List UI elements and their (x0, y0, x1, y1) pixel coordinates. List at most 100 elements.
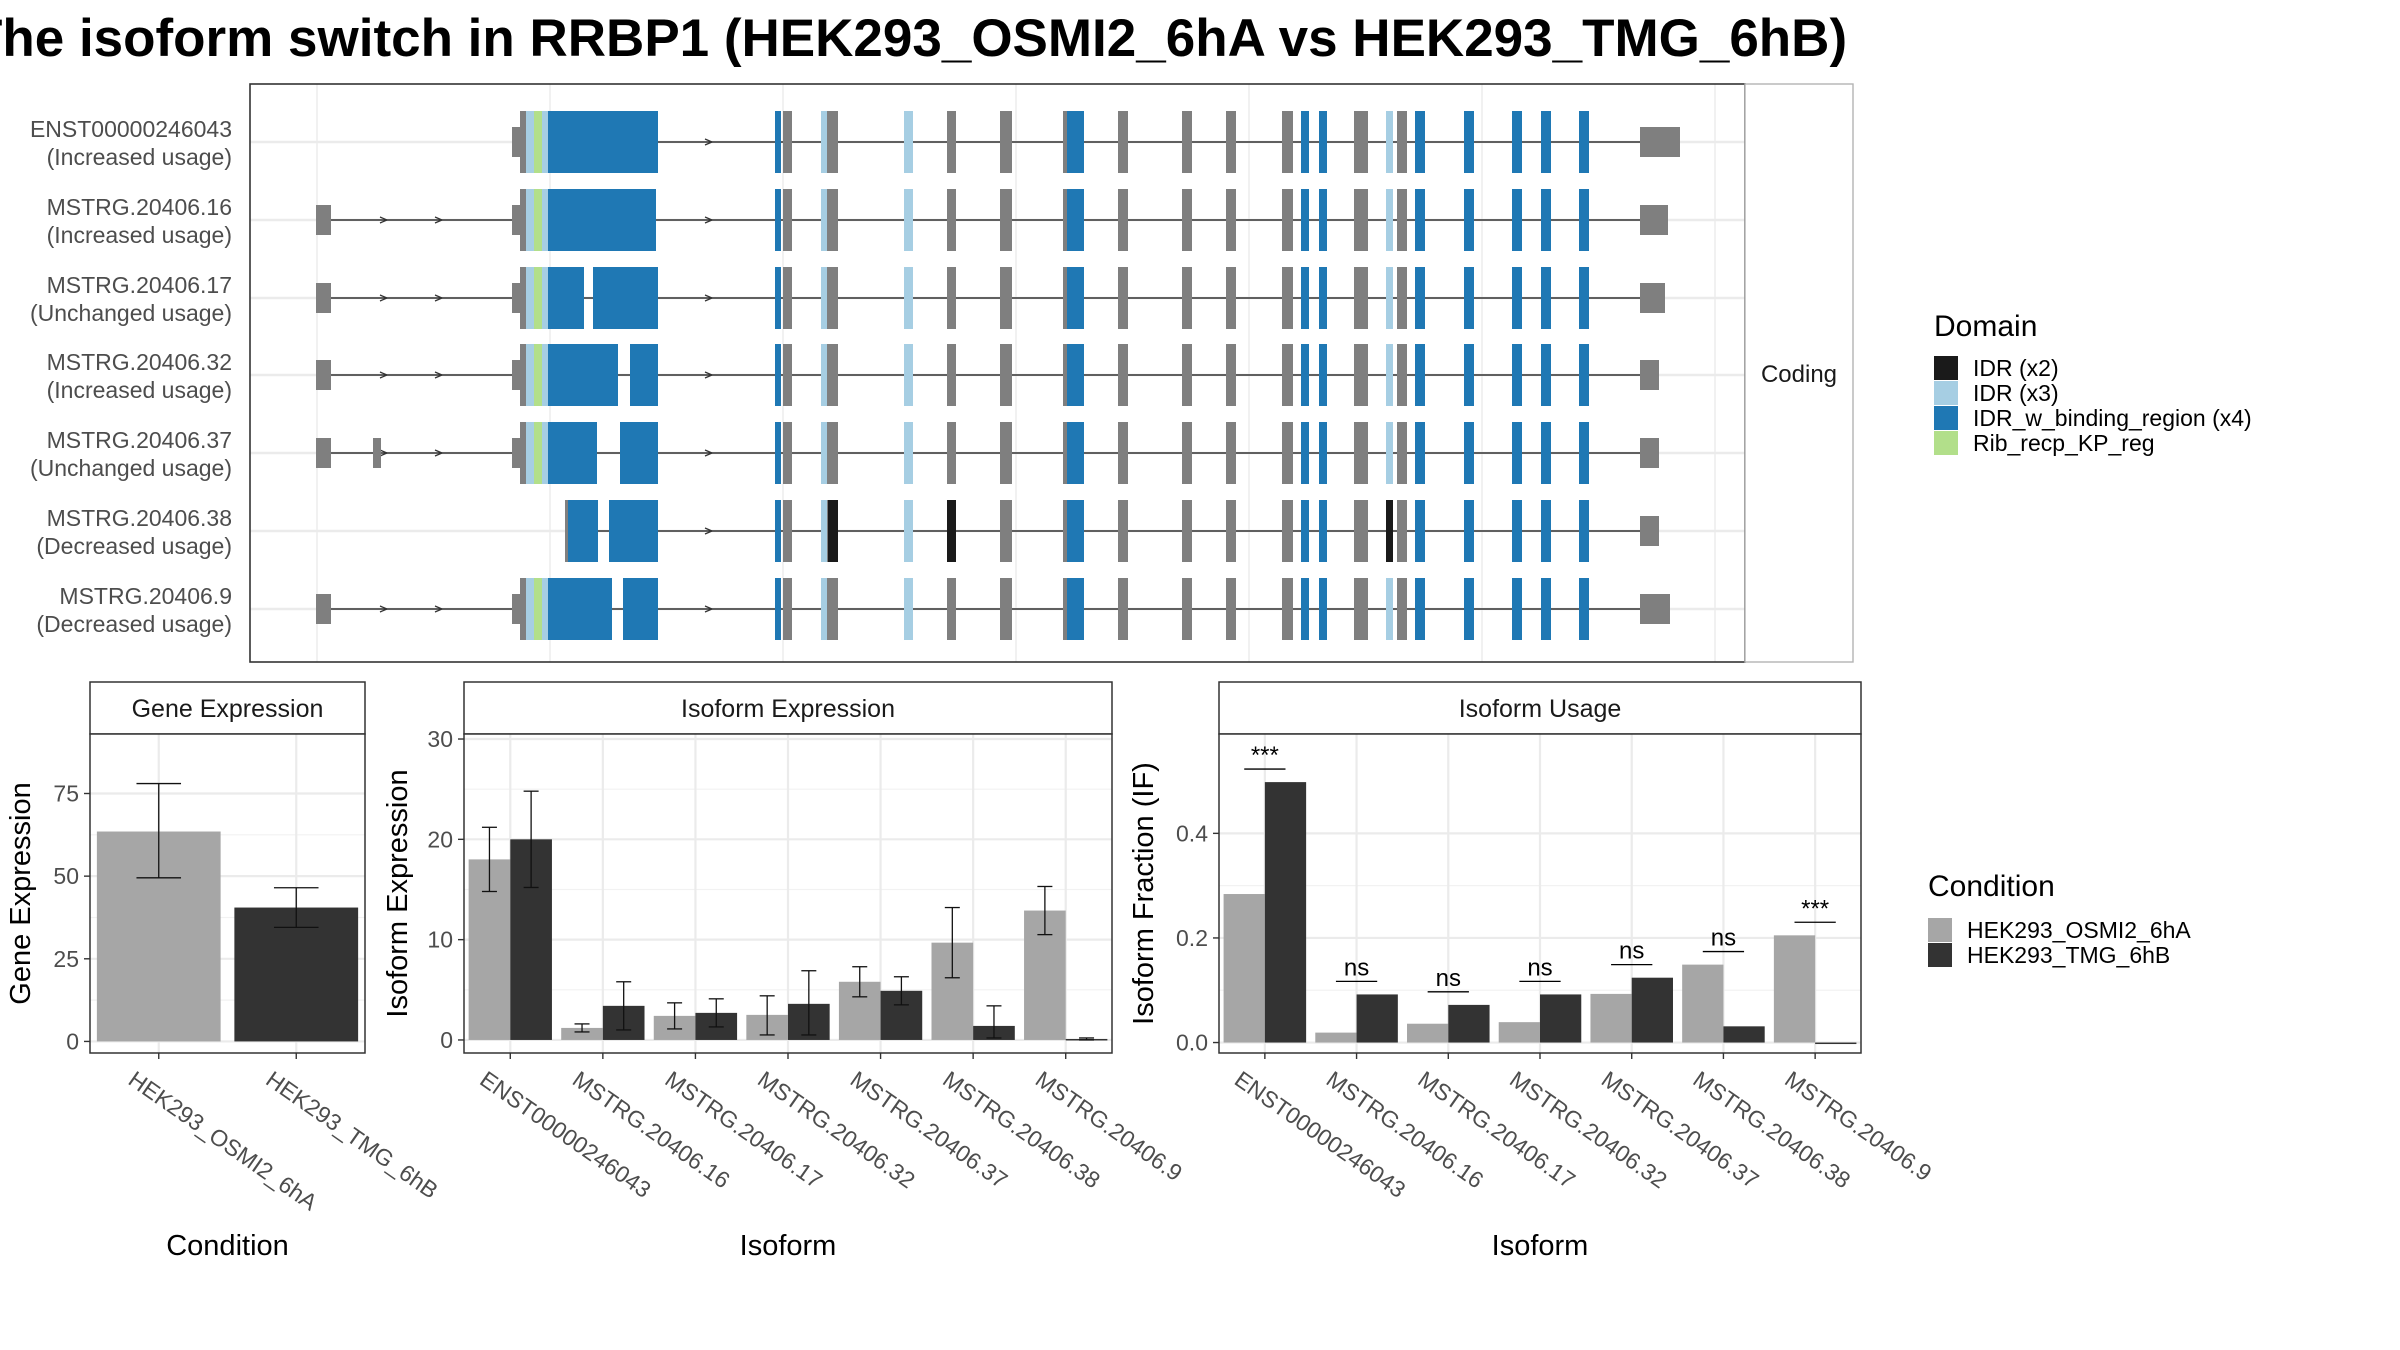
domain-idr-x3 (542, 422, 548, 484)
domain-idr-binding (1512, 189, 1522, 251)
domain-idr-x3 (526, 578, 534, 640)
legend-key (1934, 381, 1958, 405)
exon (1354, 267, 1364, 329)
isoform-id-label: MSTRG.20406.38 (47, 505, 232, 531)
domain-idr-binding (1579, 344, 1589, 406)
significance-label: *** (1251, 742, 1279, 769)
domain-idr-binding (1301, 500, 1309, 562)
isoform-usage-label: (Increased usage) (47, 377, 232, 403)
exon (1354, 344, 1364, 406)
domain-idr-binding (1512, 578, 1522, 640)
direction-arrow (379, 294, 389, 302)
domain-rib-recp (534, 422, 542, 484)
legend-key (1928, 943, 1952, 967)
exon (828, 578, 838, 640)
legend-key (1928, 918, 1952, 942)
domain-idr-x3 (821, 111, 827, 173)
domain-idr-binding (1541, 578, 1551, 640)
y-tick-label: 0 (440, 1027, 453, 1053)
y-tick-label: 20 (427, 826, 453, 852)
domain-idr-binding (1415, 111, 1425, 173)
isoform-row-6 (316, 578, 1670, 640)
exon (1000, 267, 1012, 329)
exon (1364, 189, 1368, 251)
domain-idr-binding (1301, 578, 1309, 640)
isoform-id-label: MSTRG.20406.16 (47, 194, 232, 220)
domain-idr-x3 (821, 500, 827, 562)
domain-idr-binding (623, 578, 658, 640)
domain-idr-binding (630, 344, 658, 406)
significance-label: ns (1436, 965, 1461, 992)
legend-key (1934, 406, 1958, 430)
y-tick-label: 75 (53, 781, 79, 807)
exon (1000, 111, 1012, 173)
domain-idr-x3 (821, 189, 827, 251)
domain-idr-binding (1301, 267, 1309, 329)
exon (1000, 500, 1012, 562)
x-tick-label: MSTRG.20406.37 (846, 1066, 1013, 1194)
legend-key (1934, 356, 1958, 380)
domain-idr-binding (1541, 189, 1551, 251)
domain-idr-binding (1541, 111, 1551, 173)
exon (783, 111, 792, 173)
domain-idr-binding (1464, 267, 1474, 329)
exon (520, 422, 526, 484)
structure-background (250, 84, 1745, 662)
x-tick-label: ENST00000246043 (475, 1066, 655, 1203)
domain-idr-binding (609, 500, 658, 562)
exon (783, 189, 792, 251)
exon (520, 344, 526, 406)
exon (565, 500, 568, 562)
exon (828, 111, 838, 173)
isoform-usage-label: (Increased usage) (47, 222, 232, 248)
domain-idr-binding (775, 189, 781, 251)
domain-idr-x3 (526, 422, 534, 484)
domain-legend-label: IDR_w_binding_region (x4) (1973, 405, 2252, 431)
domain-idr-x3 (542, 111, 548, 173)
domain-idr-x3 (904, 111, 913, 173)
domain-idr-binding (1319, 500, 1327, 562)
domain-idr-binding (548, 111, 658, 173)
exon (373, 438, 381, 468)
bar (1223, 894, 1265, 1043)
domain-idr-x3 (542, 344, 548, 406)
exon (1118, 267, 1128, 329)
x-tick-label: MSTRG.20406.16 (1322, 1066, 1489, 1194)
exon (316, 594, 331, 624)
domain-idr-binding (548, 422, 597, 484)
direction-arrow (704, 605, 714, 613)
bar (1407, 1023, 1449, 1043)
domain-rib-recp (534, 111, 542, 173)
domain-idr-x3 (526, 189, 534, 251)
exon (1182, 578, 1192, 640)
exon (520, 111, 526, 173)
isoform-row-5 (565, 500, 1659, 562)
direction-arrow (379, 371, 389, 379)
y-tick-label: 50 (53, 863, 79, 889)
isoform-usage-label: (Increased usage) (47, 144, 232, 170)
domain-idr-binding (1464, 500, 1474, 562)
exon (1354, 500, 1364, 562)
direction-arrow (379, 216, 389, 224)
exon (1354, 189, 1364, 251)
exon (1397, 578, 1407, 640)
exon (1226, 267, 1236, 329)
isoform-row-1 (316, 189, 1668, 251)
bar (1540, 994, 1582, 1043)
isoform-usage-label: (Unchanged usage) (30, 300, 232, 326)
domain-idr-binding (1541, 500, 1551, 562)
bar (1682, 964, 1724, 1043)
x-axis-label: Isoform (740, 1230, 837, 1262)
exon (783, 578, 792, 640)
domain-idr-binding (1512, 111, 1522, 173)
direction-arrow (704, 294, 714, 302)
domain-idr-binding (1319, 267, 1327, 329)
exon (316, 205, 331, 235)
domain-rib-recp (534, 189, 542, 251)
bar (1590, 993, 1632, 1043)
figure-title: The isoform switch in RRBP1 (HEK293_OSMI… (0, 9, 1847, 68)
exon (1282, 422, 1293, 484)
domain-idr-x3 (542, 267, 548, 329)
domain-idr-binding (1415, 422, 1425, 484)
x-tick-label: MSTRG.20406.38 (938, 1066, 1105, 1194)
